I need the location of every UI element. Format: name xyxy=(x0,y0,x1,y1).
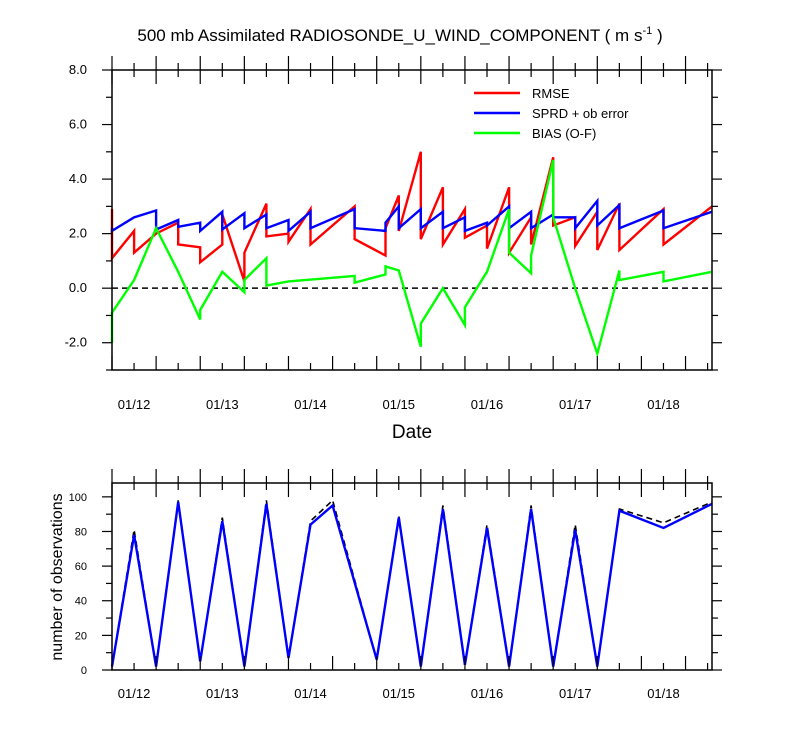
bottom-y-tick-label: 60 xyxy=(75,561,87,573)
bottom-x-tick-label: 01/12 xyxy=(118,686,151,701)
top-x-tick-label: 01/18 xyxy=(647,397,680,412)
x-axis-label: Date xyxy=(392,422,432,443)
bottom-y-tick-label: 80 xyxy=(75,526,87,538)
bottom-plot-frame xyxy=(111,482,713,671)
bottom-series-assimilated xyxy=(110,501,713,667)
top-x-tick-label: 01/17 xyxy=(559,397,592,412)
bottom-y-tick-label: 0 xyxy=(81,665,87,677)
top-x-tick-label: 01/15 xyxy=(382,397,415,412)
legend: RMSE SPRD + ob error BIAS (O-F) xyxy=(474,86,629,141)
top-x-tick-label: 01/14 xyxy=(294,397,327,412)
bottom-chart: 0 20 40 60 80 100 01/12 01/13 01/14 01/15 01/16 01/… xyxy=(49,469,722,701)
y-axis-label: number of observations xyxy=(49,493,66,660)
top-x-tick-label: 01/12 xyxy=(118,397,151,412)
chart-title: 500 mb Assimilated RADIOSONDE_U_WIND_COM… xyxy=(137,25,662,45)
legend-label: BIAS (O-F) xyxy=(532,126,596,141)
bottom-y-tick-label: 100 xyxy=(69,492,87,504)
legend-label: SPRD + ob error xyxy=(532,106,629,121)
bottom-x-tick-label: 01/13 xyxy=(206,686,239,701)
top-chart: 500 mb Assimilated RADIOSONDE_U_WIND_COM… xyxy=(65,25,722,443)
top-y-tick-label: 4.0 xyxy=(69,171,87,186)
top-plot-frame xyxy=(111,69,713,371)
bottom-x-tick-label: 01/17 xyxy=(559,686,592,701)
top-y-tick-label: 6.0 xyxy=(69,117,87,132)
bottom-x-tick-label: 01/15 xyxy=(382,686,415,701)
top-y-tick-label: 2.0 xyxy=(69,226,87,241)
top-y-tick-label: 8.0 xyxy=(69,62,87,77)
top-axes: 8.0 6.0 4.0 2.0 0.0 -2.0 01/12 01/13 01/14 01/15 0… xyxy=(65,56,722,412)
top-y-tick-label: -2.0 xyxy=(65,335,87,350)
bottom-series-group xyxy=(110,498,713,667)
top-x-tick-label: 01/16 xyxy=(471,397,504,412)
bottom-series-total xyxy=(111,498,713,667)
bottom-y-tick-label: 40 xyxy=(75,596,87,608)
bottom-y-tick-label: 20 xyxy=(75,630,87,642)
bottom-x-tick-label: 01/14 xyxy=(294,686,327,701)
top-y-tick-label: 0.0 xyxy=(69,280,87,295)
legend-label: RMSE xyxy=(532,86,570,101)
top-series-sprd-ob-error xyxy=(110,197,713,234)
top-x-tick-label: 01/13 xyxy=(206,397,239,412)
top-series-bias-o-f xyxy=(110,159,713,358)
top-series-group xyxy=(110,151,713,358)
bottom-x-tick-label: 01/16 xyxy=(471,686,504,701)
bottom-x-tick-label: 01/18 xyxy=(647,686,680,701)
bottom-axes: 0 20 40 60 80 100 01/12 01/13 01/14 01/15 01/16 01/… xyxy=(69,469,722,701)
